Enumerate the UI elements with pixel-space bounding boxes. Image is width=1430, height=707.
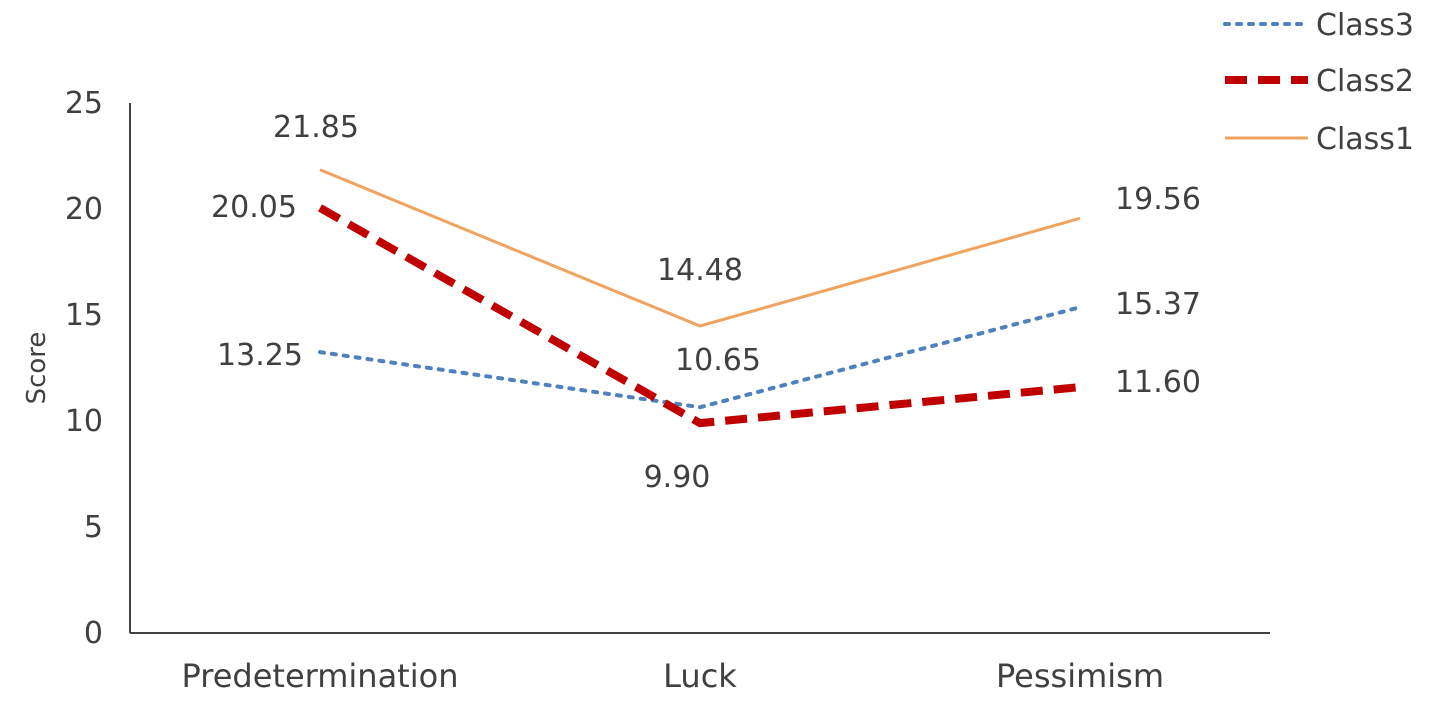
y-tick-label-25: 25 xyxy=(65,86,103,121)
series-line-class2 xyxy=(318,204,1081,428)
data-label-class3-predetermination: 13.25 xyxy=(217,338,303,373)
data-label-class2-predetermination: 20.05 xyxy=(211,190,297,225)
y-tick-label-10: 10 xyxy=(65,404,103,439)
y-tick-label-20: 20 xyxy=(65,192,103,227)
data-label-class2-luck: 9.90 xyxy=(644,460,711,495)
x-tick-label-luck: Luck xyxy=(663,657,737,695)
y-tick-labels: 0 5 10 15 20 25 xyxy=(65,86,103,651)
data-label-class3-luck: 10.65 xyxy=(675,343,761,378)
y-tick-label-15: 15 xyxy=(65,298,103,333)
legend-label-class2: Class2 xyxy=(1316,64,1414,99)
series-lines xyxy=(318,168,1082,428)
data-label-class1-luck: 14.48 xyxy=(657,253,743,288)
series-line-class1 xyxy=(319,168,1081,328)
data-label-class1-predetermination: 21.85 xyxy=(273,110,359,145)
series-line-class3 xyxy=(318,305,1082,410)
data-label-class2-pessimism: 11.60 xyxy=(1115,365,1201,400)
x-tick-label-pessimism: Pessimism xyxy=(996,657,1164,695)
data-label-class1-pessimism: 19.56 xyxy=(1115,182,1201,217)
data-labels: 13.25 10.65 15.37 20.05 9.90 11.60 21.85 14.48 1… xyxy=(211,110,1201,495)
x-tick-label-predetermination: Predetermination xyxy=(182,657,459,695)
data-label-class3-pessimism: 15.37 xyxy=(1115,287,1201,322)
y-tick-label-0: 0 xyxy=(84,616,103,651)
y-axis-label: Score xyxy=(22,332,52,405)
y-tick-label-5: 5 xyxy=(84,510,103,545)
legend-label-class1: Class1 xyxy=(1316,122,1414,157)
legend-label-class3: Class3 xyxy=(1316,8,1414,43)
legend: Class3 Class2 Class1 xyxy=(1223,8,1414,157)
x-tick-labels: Predetermination Luck Pessimism xyxy=(182,657,1164,695)
axes xyxy=(129,103,1270,634)
